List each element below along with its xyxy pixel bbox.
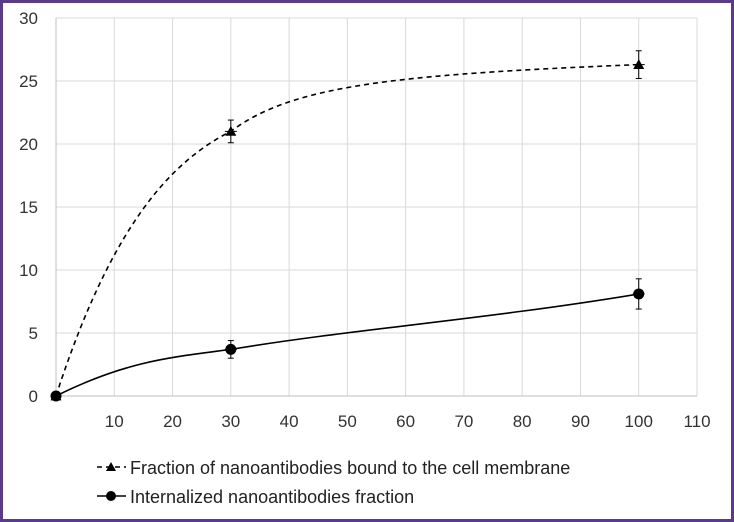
y-tick-label: 15	[19, 198, 38, 217]
y-tick-label: 25	[19, 72, 38, 91]
x-tick-label: 80	[513, 412, 532, 431]
series-layer	[50, 50, 645, 402]
data-point-circle	[50, 390, 62, 402]
legend-item-1: Internalized nanoantibodies fraction	[97, 487, 414, 507]
legend-label-0: Fraction of nanoantibodies bound to the …	[130, 458, 570, 478]
data-point-circle	[225, 343, 237, 355]
legend-marker-circle	[106, 491, 116, 501]
x-tick-label: 90	[571, 412, 590, 431]
x-tick-label: 60	[396, 412, 415, 431]
legend-item-0: Fraction of nanoantibodies bound to the …	[97, 458, 570, 478]
data-point-circle	[633, 288, 645, 300]
legend-marker-triangle	[106, 462, 116, 471]
y-tick-label: 30	[19, 9, 38, 28]
legend-label-1: Internalized nanoantibodies fraction	[130, 487, 414, 507]
y-tick-label: 5	[29, 324, 38, 343]
grid	[56, 17, 698, 396]
y-tick-label: 0	[29, 387, 38, 406]
x-tick-label: 30	[221, 412, 240, 431]
tick-labels: 0 5 10 15 20 25 30 10 20 30 40 50 60 70 80 90 100 110	[19, 9, 710, 431]
data-point-triangle	[633, 59, 645, 70]
legend: Fraction of nanoantibodies bound to the …	[97, 458, 570, 507]
series-line-1	[55, 293, 639, 397]
x-tick-label: 110	[683, 412, 710, 431]
x-tick-label: 10	[105, 412, 124, 431]
x-tick-label: 50	[338, 412, 357, 431]
y-tick-label: 10	[19, 261, 38, 280]
x-tick-label: 40	[280, 412, 299, 431]
x-tick-label: 100	[625, 412, 653, 431]
data-point-triangle	[225, 125, 237, 136]
axes	[55, 18, 697, 397]
y-tick-label: 20	[19, 135, 38, 154]
x-tick-label: 20	[163, 412, 182, 431]
x-tick-label: 70	[454, 412, 473, 431]
